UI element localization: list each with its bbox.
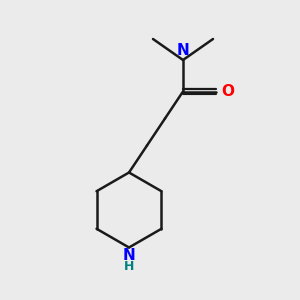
Text: H: H xyxy=(124,260,134,273)
Text: N: N xyxy=(177,43,189,58)
Text: N: N xyxy=(123,248,135,263)
Text: O: O xyxy=(221,84,234,99)
